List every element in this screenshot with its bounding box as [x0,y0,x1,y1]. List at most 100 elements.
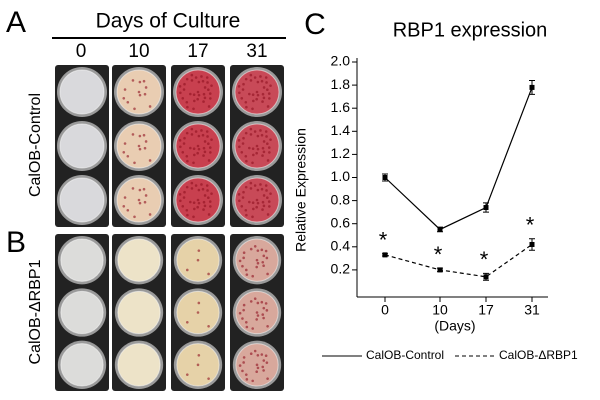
stain [259,183,262,186]
stain [262,86,266,89]
stain [241,196,245,199]
stain [122,97,126,100]
stain [133,215,136,219]
well-inner [117,238,161,282]
stain [256,147,260,151]
stain [196,363,200,367]
panel-label: B [6,226,26,259]
stain [255,151,258,155]
stain [185,208,189,212]
stain [251,379,255,383]
stain [262,150,266,154]
stain [202,100,205,103]
stain [193,207,196,211]
stain [190,73,194,77]
stain [185,185,189,189]
stain [249,127,253,131]
stain [209,151,212,154]
x-tick-label: 10 [432,302,448,318]
stain [242,303,246,307]
stain [210,84,213,87]
stain [266,213,270,216]
stain [252,153,255,157]
stain [185,131,189,135]
stain [249,247,253,251]
y-tick-label: 1.6 [331,99,351,115]
y-tick-label: 2.0 [331,53,351,69]
point [437,226,443,232]
stain [148,213,152,216]
stain [137,144,141,148]
stain [255,205,258,209]
stain [261,260,265,264]
stain [123,142,127,145]
stain [266,105,270,108]
panel-label: A [6,6,26,39]
stain [252,207,255,211]
stain [260,187,264,191]
stain [207,88,210,92]
stain [249,73,253,77]
stain [138,201,142,205]
stain [249,133,253,136]
stain [262,140,266,143]
stain [255,311,259,314]
stain [237,85,241,88]
stain [143,200,147,204]
stain [208,200,212,203]
stain [192,215,195,219]
significance: * [480,247,489,272]
stain [267,92,271,95]
stain [194,76,198,79]
stain [256,314,260,317]
stain [265,256,269,260]
stain [208,146,212,149]
stain [142,187,146,191]
stain [255,198,259,202]
y-axis-label: Relative Expression [293,128,309,252]
stain [206,189,209,192]
stain [260,79,264,83]
stain [197,301,201,305]
stain [185,321,189,324]
stain [245,325,249,329]
stain [123,196,127,199]
stain [185,373,189,376]
row-label: CalOB-ΔRBP1 [27,259,44,364]
stain [178,193,182,196]
stain [203,150,207,154]
stain [267,200,271,203]
stain [196,97,199,101]
stain [244,100,248,104]
stain [203,86,207,89]
stain [260,353,264,356]
stain [261,100,264,103]
stain [266,272,269,276]
stain [196,198,200,202]
stain [131,187,135,190]
stain [262,369,265,372]
stain [210,138,213,141]
stain [126,154,130,158]
legend-label: CalOB-ΔRBP1 [499,348,578,362]
stain [179,91,182,95]
stain [190,127,194,131]
stain [256,249,260,252]
legend-label: CalOB-Control [366,348,444,362]
stain [201,187,205,191]
stain [256,366,260,370]
stain [262,254,266,258]
stain [138,93,142,97]
stain [259,75,262,78]
stain [148,159,152,162]
stain [193,153,196,157]
stain [249,79,253,82]
stain [137,90,141,94]
stain [261,154,264,157]
stain [242,308,245,312]
stain [189,92,192,96]
stain [260,248,264,252]
well-inner [117,290,161,335]
stain [192,93,196,97]
